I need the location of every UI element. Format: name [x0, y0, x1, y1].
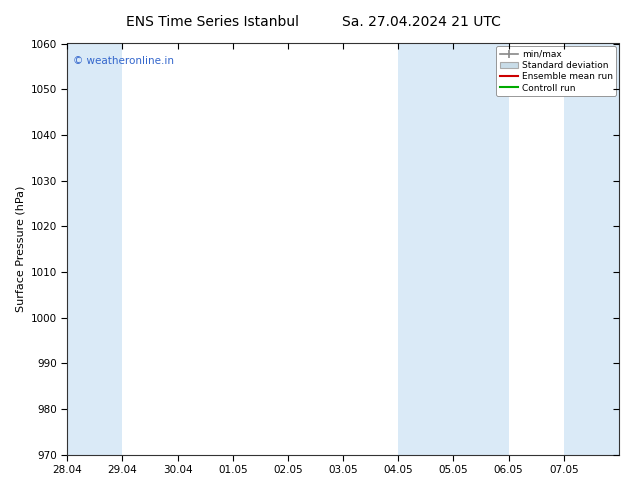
Legend: min/max, Standard deviation, Ensemble mean run, Controll run: min/max, Standard deviation, Ensemble me…	[496, 46, 616, 96]
Y-axis label: Surface Pressure (hPa): Surface Pressure (hPa)	[15, 186, 25, 312]
Text: ENS Time Series Istanbul: ENS Time Series Istanbul	[126, 15, 299, 29]
Bar	[398, 44, 453, 455]
Bar	[453, 44, 508, 455]
Text: Sa. 27.04.2024 21 UTC: Sa. 27.04.2024 21 UTC	[342, 15, 501, 29]
Bar	[67, 44, 122, 455]
Bar	[564, 44, 619, 455]
Text: © weatheronline.in: © weatheronline.in	[73, 56, 174, 66]
